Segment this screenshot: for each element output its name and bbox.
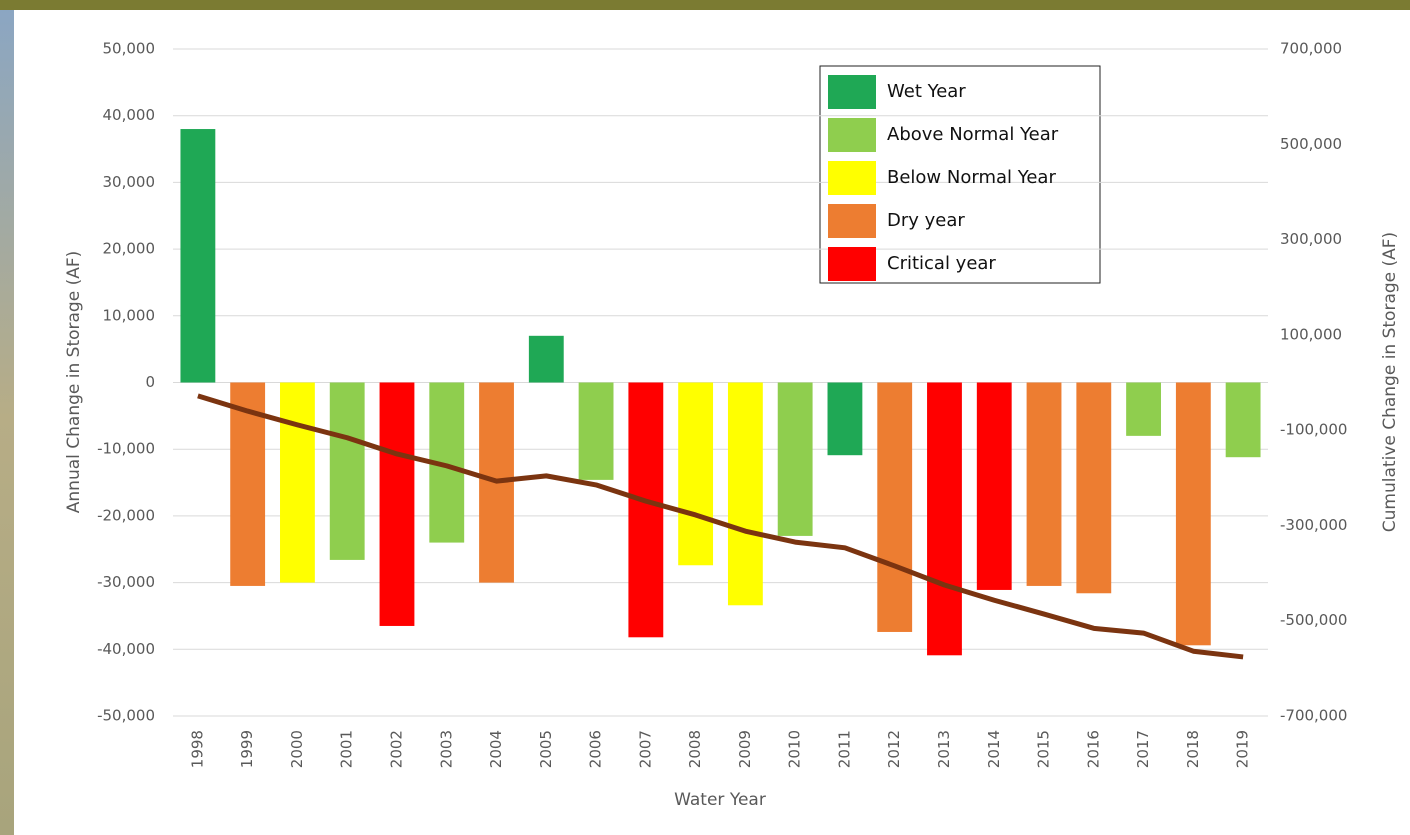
bar (280, 382, 315, 583)
y-tick-label: -30,000 (97, 573, 155, 591)
y-tick-label: -10,000 (97, 440, 155, 458)
bar (329, 382, 365, 560)
bar (1076, 382, 1112, 594)
legend-label: Critical year (887, 253, 996, 274)
bar (1225, 382, 1261, 458)
x-tick-label: 1998 (188, 730, 206, 768)
x-tick-label: 2002 (387, 730, 405, 768)
x-tick-label: 2009 (736, 730, 754, 768)
x-tick-label: 2001 (338, 730, 356, 768)
legend-label: Below Normal Year (887, 167, 1056, 188)
x-tick-label: 2010 (786, 730, 804, 768)
y-tick-label: 40,000 (103, 106, 156, 124)
y2-axis-title: Cumulative Change in Storage (AF) (1380, 232, 1400, 532)
x-tick-label: 2006 (587, 730, 605, 768)
x-tick-label: 2019 (1234, 730, 1252, 768)
legend-swatch (828, 118, 876, 152)
y-tick-label: -50,000 (97, 707, 155, 725)
y2-tick-label: -100,000 (1280, 421, 1347, 439)
bar (678, 382, 714, 566)
x-tick-label: 2011 (835, 730, 853, 768)
y2-tick-label: 300,000 (1280, 230, 1342, 248)
bar (727, 382, 763, 606)
bar (777, 382, 813, 536)
x-tick-label: 2017 (1134, 730, 1152, 768)
bar (976, 382, 1012, 590)
y2-tick-label: -500,000 (1280, 611, 1347, 629)
x-tick-label: 2013 (935, 730, 953, 768)
y2-tick-label: 700,000 (1280, 40, 1342, 58)
y2-tick-label: 100,000 (1280, 325, 1342, 343)
x-tick-label: 2003 (437, 730, 455, 768)
bar (528, 335, 564, 383)
legend-label: Dry year (887, 210, 965, 231)
x-tick-label: 2015 (1035, 730, 1053, 768)
legend-swatch (828, 204, 876, 238)
bar (1175, 382, 1211, 646)
y2-tick-label: -700,000 (1280, 707, 1347, 725)
x-tick-label: 2016 (1084, 730, 1102, 768)
x-tick-label: 2014 (985, 730, 1003, 768)
legend-label: Wet Year (887, 81, 966, 102)
y2-tick-label: -300,000 (1280, 516, 1347, 534)
bar (877, 382, 913, 632)
bar (1026, 382, 1062, 586)
x-tick-label: 2004 (487, 730, 505, 768)
x-tick-label: 2000 (288, 730, 306, 768)
bar (379, 382, 415, 626)
x-tick-label: 2005 (537, 730, 555, 768)
bar (1126, 382, 1161, 436)
y2-tick-label: 500,000 (1280, 135, 1342, 153)
y-tick-label: 50,000 (103, 40, 156, 58)
y-tick-label: 0 (145, 373, 155, 391)
legend-swatch (828, 161, 876, 195)
x-tick-label: 2008 (686, 730, 704, 768)
bar (927, 382, 962, 656)
y-tick-label: 20,000 (103, 240, 156, 258)
x-tick-label: 2018 (1184, 730, 1202, 768)
legend-swatch (828, 75, 876, 109)
bar (578, 382, 614, 480)
x-tick-label: 2007 (636, 730, 654, 768)
y-axis-title: Annual Change in Storage (AF) (64, 251, 84, 513)
y-tick-label: 30,000 (103, 173, 156, 191)
cumulative-line (197, 393, 1244, 660)
legend-swatch (828, 247, 876, 281)
x-axis-title: Water Year (674, 790, 766, 810)
legend-label: Above Normal Year (887, 124, 1059, 145)
y-tick-label: -20,000 (97, 506, 155, 524)
top-bar (0, 0, 1410, 10)
y-tick-label: -40,000 (97, 640, 155, 658)
y-tick-label: 10,000 (103, 306, 156, 324)
bar (180, 129, 216, 383)
bar (827, 382, 863, 456)
x-tick-label: 2012 (885, 730, 903, 768)
x-tick-label: 1999 (238, 730, 256, 768)
bar (628, 382, 664, 638)
